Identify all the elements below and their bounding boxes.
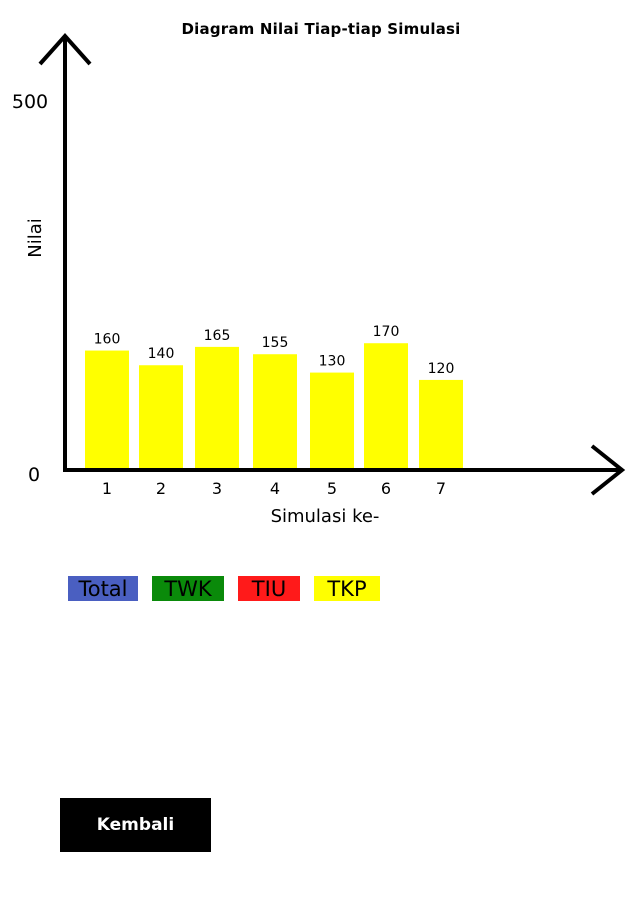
legend-item-twk: TWK bbox=[152, 576, 224, 601]
x-tick-label-1: 1 bbox=[102, 479, 112, 498]
legend-label-tkp: TKP bbox=[327, 576, 367, 601]
legend-label-twk: TWK bbox=[164, 576, 212, 601]
data-label-6: 170 bbox=[373, 324, 400, 340]
data-label-2: 140 bbox=[148, 346, 175, 362]
x-tick-label-2: 2 bbox=[156, 479, 166, 498]
legend-label-total: Total bbox=[78, 576, 128, 601]
bar-1 bbox=[85, 350, 129, 468]
x-tick-label-4: 4 bbox=[270, 479, 280, 498]
x-tick-label-5: 5 bbox=[327, 479, 337, 498]
x-tick-label-7: 7 bbox=[436, 479, 446, 498]
chart-title: Diagram Nilai Tiap-tiap Simulasi bbox=[181, 20, 461, 38]
bar-5 bbox=[310, 372, 354, 468]
legend-item-tkp: TKP bbox=[314, 576, 380, 601]
bar-7 bbox=[419, 379, 463, 468]
bar-group bbox=[85, 343, 463, 468]
x-axis-label: Simulasi ke- bbox=[271, 506, 380, 527]
label-group: 160 1 140 2 165 3 155 4 130 5 170 6 120 7 bbox=[94, 324, 455, 498]
data-label-4: 155 bbox=[262, 335, 289, 351]
x-tick-label-6: 6 bbox=[381, 479, 391, 498]
data-label-7: 120 bbox=[428, 361, 455, 377]
x-axis-arrowhead bbox=[590, 444, 626, 496]
bar-chart: 160 1 140 2 165 3 155 4 130 5 170 6 120 7 0 500 Nilai… bbox=[12, 32, 626, 527]
y-axis-label: Nilai bbox=[25, 218, 46, 258]
data-label-3: 165 bbox=[204, 328, 231, 344]
bar-2 bbox=[139, 365, 183, 468]
bar-4 bbox=[253, 354, 297, 468]
legend-item-tiu: TIU bbox=[238, 576, 300, 601]
y-tick-label-max: 500 bbox=[12, 91, 48, 113]
data-label-1: 160 bbox=[94, 332, 121, 348]
legend-item-total: Total bbox=[68, 576, 138, 601]
bar-3 bbox=[195, 346, 239, 468]
y-tick-label-min: 0 bbox=[28, 464, 40, 486]
chart-axes bbox=[38, 32, 626, 496]
legend-label-tiu: TIU bbox=[251, 576, 287, 601]
y-axis-arrowhead bbox=[38, 32, 92, 66]
x-tick-label-3: 3 bbox=[212, 479, 222, 498]
data-label-5: 130 bbox=[319, 354, 346, 370]
back-button[interactable]: Kembali bbox=[60, 798, 211, 852]
legend: Total TWK TIU TKP bbox=[68, 576, 380, 601]
bar-6 bbox=[364, 343, 408, 468]
